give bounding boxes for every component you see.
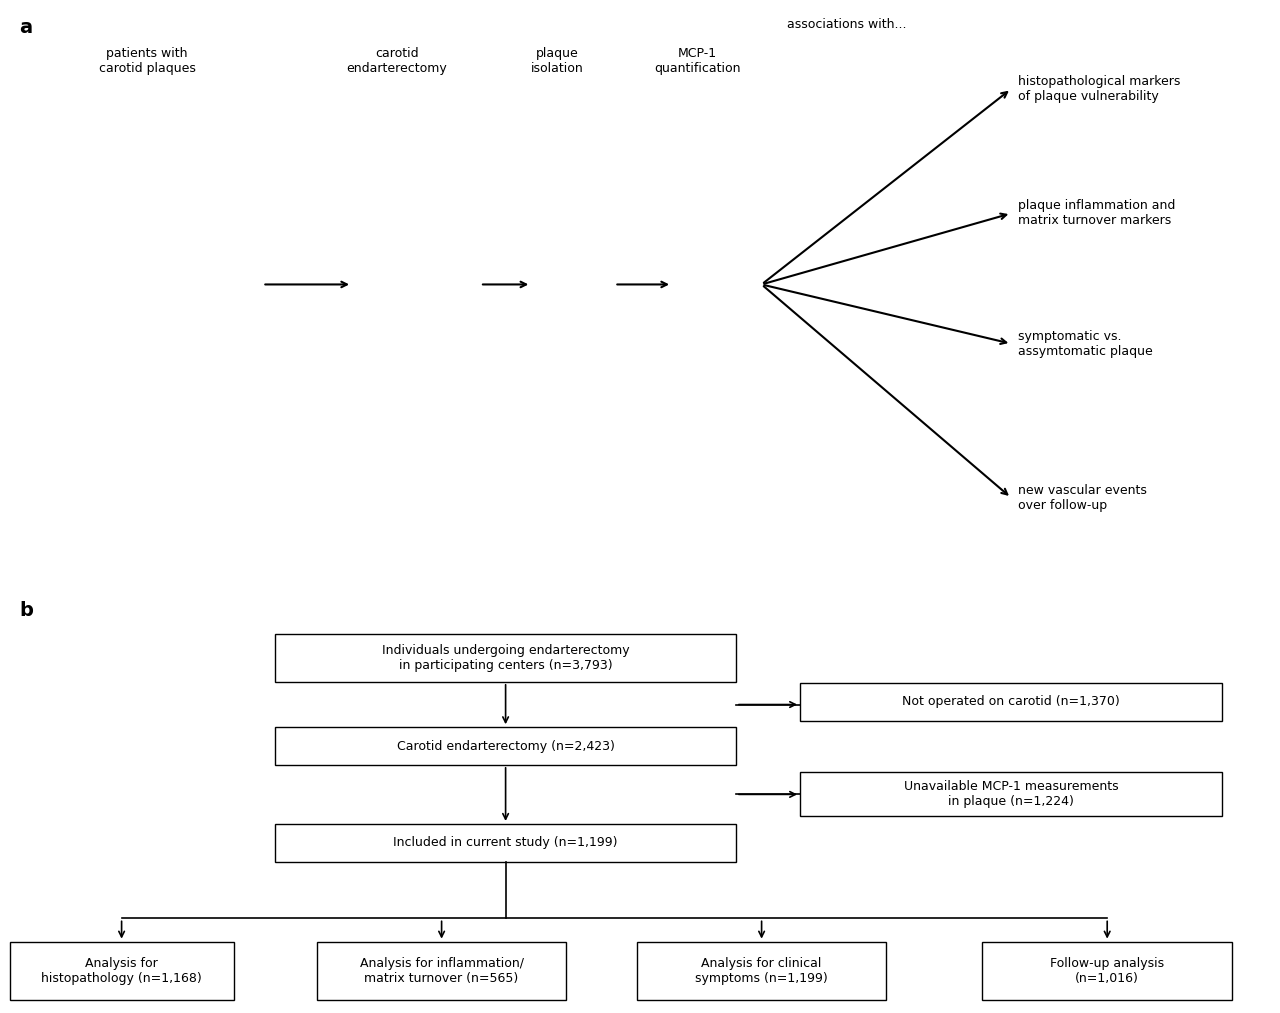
Bar xyxy=(800,683,1222,721)
Bar xyxy=(10,941,234,1001)
Bar xyxy=(275,633,736,682)
Text: b: b xyxy=(19,601,33,620)
Text: a: a xyxy=(19,18,32,36)
Text: associations with...: associations with... xyxy=(787,18,906,30)
Text: plaque
isolation: plaque isolation xyxy=(530,48,584,75)
Text: Carotid endarterectomy (n=2,423): Carotid endarterectomy (n=2,423) xyxy=(397,739,614,753)
Text: Analysis for clinical
symptoms (n=1,199): Analysis for clinical symptoms (n=1,199) xyxy=(695,957,828,985)
Text: Follow-up analysis
(n=1,016): Follow-up analysis (n=1,016) xyxy=(1050,957,1165,985)
Bar xyxy=(637,941,886,1001)
Text: Unavailable MCP-1 measurements
in plaque (n=1,224): Unavailable MCP-1 measurements in plaque… xyxy=(904,780,1119,808)
Text: Analysis for inflammation/
matrix turnover (n=565): Analysis for inflammation/ matrix turnov… xyxy=(360,957,524,985)
Bar xyxy=(275,824,736,862)
Text: plaque inflammation and
matrix turnover markers: plaque inflammation and matrix turnover … xyxy=(1018,200,1175,227)
Text: MCP-1
quantification: MCP-1 quantification xyxy=(654,48,741,75)
Text: Included in current study (n=1,199): Included in current study (n=1,199) xyxy=(393,837,618,849)
Text: Individuals undergoing endarterectomy
in participating centers (n=3,793): Individuals undergoing endarterectomy in… xyxy=(381,644,630,672)
Bar xyxy=(800,772,1222,816)
Text: new vascular events
over follow-up: new vascular events over follow-up xyxy=(1018,484,1147,512)
Text: patients with
carotid plaques: patients with carotid plaques xyxy=(99,48,196,75)
Bar xyxy=(316,941,566,1001)
Text: symptomatic vs.
assymtomatic plaque: symptomatic vs. assymtomatic plaque xyxy=(1018,329,1152,358)
Text: Analysis for
histopathology (n=1,168): Analysis for histopathology (n=1,168) xyxy=(41,957,202,985)
Text: histopathological markers
of plaque vulnerability: histopathological markers of plaque vuln… xyxy=(1018,75,1180,103)
Text: Not operated on carotid (n=1,370): Not operated on carotid (n=1,370) xyxy=(902,695,1120,708)
Bar xyxy=(983,941,1231,1001)
Bar xyxy=(275,727,736,765)
Text: carotid
endarterectomy: carotid endarterectomy xyxy=(347,48,447,75)
